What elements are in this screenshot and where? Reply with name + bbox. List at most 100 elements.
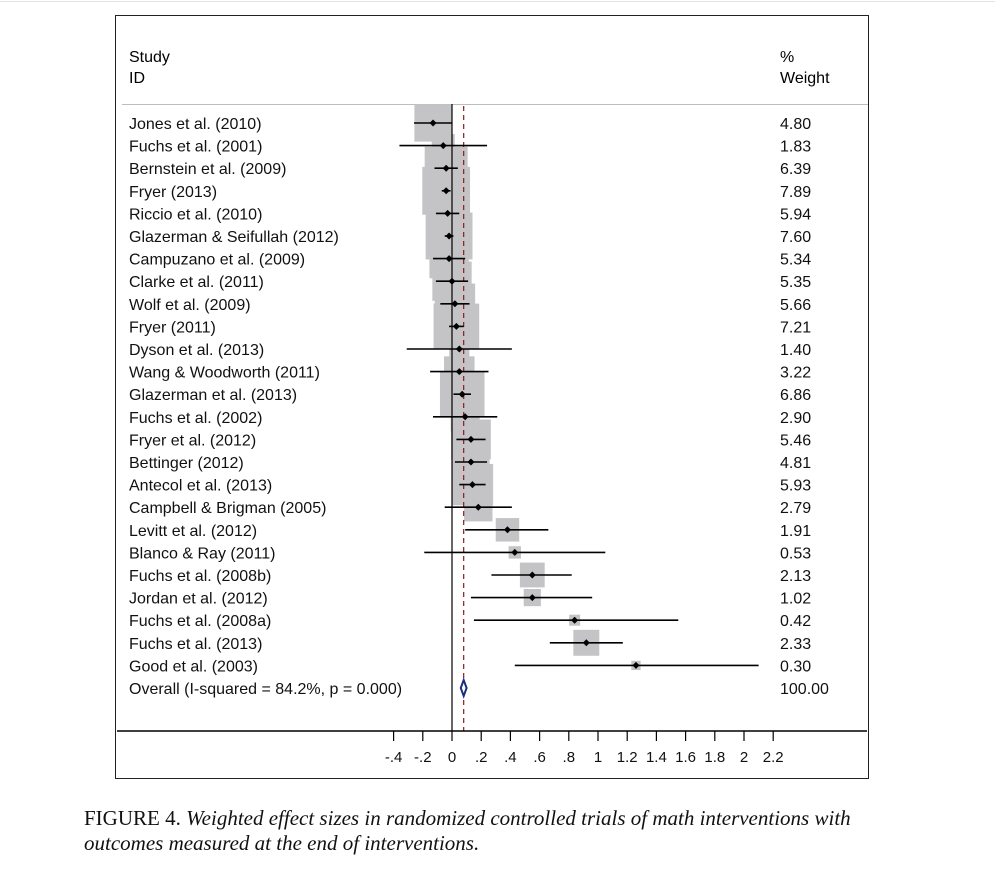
x-tick-label: 1.2: [617, 749, 638, 766]
study-label: Antecol et al. (2013): [129, 478, 272, 495]
study-point-estimate: [571, 616, 579, 624]
study-weight: 2.33: [780, 636, 811, 653]
study-weight: 4.80: [780, 116, 811, 133]
study-label: Bettinger (2012): [129, 455, 244, 472]
study-weight: 2.79: [780, 500, 811, 517]
x-tick-label: .4: [504, 749, 517, 766]
study-label: Riccio et al. (2010): [129, 206, 262, 223]
study-weight: 2.13: [780, 568, 811, 585]
study-point-estimate: [429, 119, 437, 127]
study-weight: 0.53: [780, 545, 811, 562]
study-point-estimate: [455, 345, 463, 353]
study-weight: 6.39: [780, 161, 811, 178]
x-tick-label: 1: [594, 749, 602, 766]
study-label: Fuchs et al. (2008a): [129, 613, 271, 630]
study-point-estimate: [474, 503, 482, 511]
x-tick-label: 1.6: [675, 749, 696, 766]
page-top-rule: [0, 1, 995, 2]
study-weight: 1.40: [780, 342, 811, 359]
study-weight: 5.66: [780, 297, 811, 314]
study-weight: 6.86: [780, 387, 811, 404]
figure-caption: FIGURE 4. Weighted effect sizes in rando…: [84, 806, 904, 856]
header-weight: Weight: [780, 70, 830, 87]
study-weight: 7.89: [780, 184, 811, 201]
study-point-estimate: [528, 594, 536, 602]
study-point-estimate: [582, 639, 590, 647]
study-point-estimate: [458, 390, 466, 398]
study-point-estimate: [455, 368, 463, 376]
study-label: Campuzano et al. (2009): [129, 252, 305, 269]
x-tick-label: -.4: [385, 749, 403, 766]
x-tick-label: 2.2: [763, 749, 784, 766]
study-label: Dyson et al. (2013): [129, 342, 264, 359]
study-point-estimate: [467, 435, 475, 443]
study-point-estimate: [445, 232, 453, 240]
study-label: Fuchs et al. (2001): [129, 139, 262, 156]
study-label: Jordan et al. (2012): [129, 591, 268, 608]
study-label: Fuchs et al. (2002): [129, 410, 262, 427]
study-point-estimate: [451, 300, 459, 308]
study-point-estimate: [461, 413, 469, 421]
study-point-estimate: [503, 526, 511, 534]
study-point-estimate: [439, 142, 447, 150]
study-weight: 7.60: [780, 229, 811, 246]
x-tick-label: 0: [448, 749, 456, 766]
study-label: Jones et al. (2010): [129, 116, 262, 133]
overall-diamond: [459, 677, 468, 699]
figure-caption-text: Weighted effect sizes in randomized cont…: [84, 806, 851, 855]
study-point-estimate: [511, 548, 519, 556]
study-weight: 1.83: [780, 139, 811, 156]
study-label: Fuchs et al. (2013): [129, 636, 262, 653]
study-weight: 7.21: [780, 319, 811, 336]
x-tick-label: .6: [533, 749, 546, 766]
study-weight: 0.42: [780, 613, 811, 630]
study-weight: 5.94: [780, 206, 811, 223]
figure-number: FIGURE 4.: [84, 806, 181, 830]
study-label: Levitt et al. (2012): [129, 523, 257, 540]
study-weight: 1.91: [780, 523, 811, 540]
study-point-estimate: [442, 164, 450, 172]
study-weight: 5.46: [780, 432, 811, 449]
forest-plot: Study ID % Weight Jones et al. (2010) 4.8…: [115, 15, 869, 779]
study-weight: 1.02: [780, 591, 811, 608]
x-tick-label: -.2: [414, 749, 432, 766]
study-label: Good et al. (2003): [129, 658, 258, 675]
study-label: Glazerman et al. (2013): [129, 387, 297, 404]
study-weight: 3.22: [780, 365, 811, 382]
study-weight: 4.81: [780, 455, 811, 472]
study-label: Clarke et al. (2011): [129, 274, 264, 291]
study-weight: 5.34: [780, 252, 811, 269]
study-label: Glazerman & Seifullah (2012): [129, 229, 339, 246]
study-point-estimate: [444, 209, 452, 217]
x-tick-label: 1.8: [704, 749, 725, 766]
study-weight: 5.35: [780, 274, 811, 291]
header-study: Study: [129, 49, 170, 66]
study-point-estimate: [445, 255, 453, 263]
study-weight: 2.90: [780, 410, 811, 427]
x-tick-label: 1.4: [646, 749, 667, 766]
study-point-estimate: [632, 661, 640, 669]
study-label: Wang & Woodworth (2011): [129, 365, 320, 382]
study-label: Campbell & Brigman (2005): [129, 500, 326, 517]
x-tick-label: .2: [475, 749, 488, 766]
study-label: Blanco & Ray (2011): [129, 545, 275, 562]
study-label: Fryer (2013): [129, 184, 217, 201]
study-point-estimate: [442, 187, 450, 195]
study-label: Bernstein et al. (2009): [129, 161, 286, 178]
overall-label: Overall (I-squared = 84.2%, p = 0.000): [129, 681, 402, 698]
study-weight: 0.30: [780, 658, 811, 675]
plot-frame: [115, 15, 869, 779]
header-percent: %: [780, 49, 794, 66]
header-id: ID: [129, 70, 145, 87]
study-point-estimate: [528, 571, 536, 579]
x-tick-label: .8: [563, 749, 576, 766]
study-point-estimate: [452, 322, 460, 330]
study-label: Fryer (2011): [129, 319, 216, 336]
study-point-estimate: [467, 458, 475, 466]
overall-weight: 100.00: [780, 681, 829, 698]
study-label: Fuchs et al. (2008b): [129, 568, 271, 585]
study-label: Fryer et al. (2012): [129, 432, 256, 449]
x-tick-label: 2: [740, 749, 748, 766]
study-point-estimate: [468, 481, 476, 489]
study-weight: 5.93: [780, 478, 811, 495]
